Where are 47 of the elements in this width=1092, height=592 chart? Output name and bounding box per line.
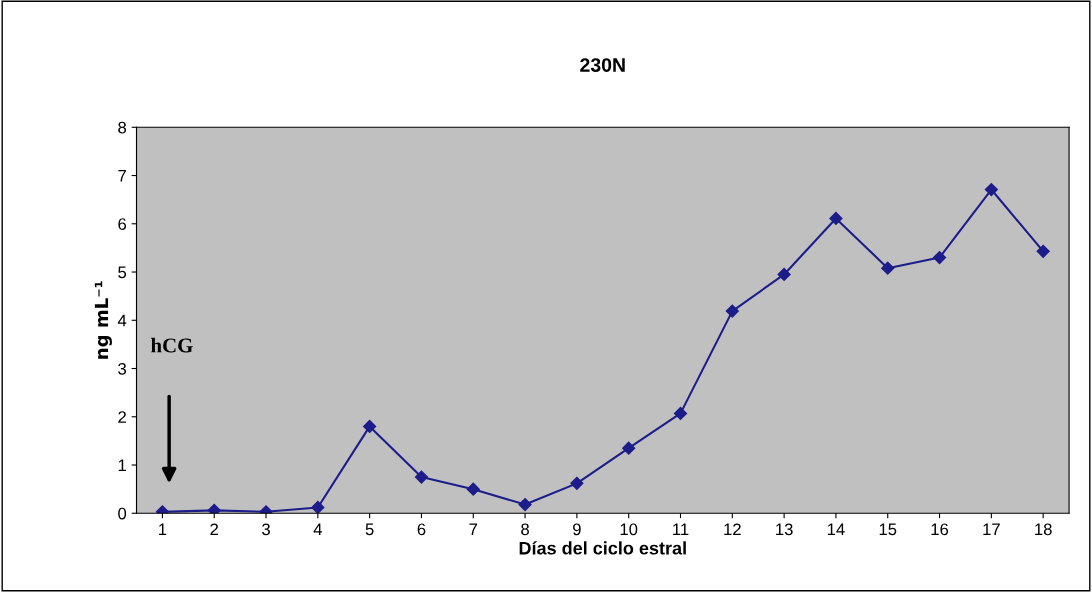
x-tick-label: 14 — [827, 523, 845, 536]
point — [518, 497, 532, 512]
y-tick-label: 8 — [118, 121, 127, 134]
y-tick-label: 0 — [118, 507, 127, 520]
x-tick-label: 16 — [931, 523, 949, 536]
x-tick-label: 11 — [673, 523, 689, 536]
point — [363, 419, 377, 434]
point — [932, 250, 947, 265]
point — [984, 182, 998, 197]
x-tick-label: 13 — [776, 523, 793, 536]
y-tick-label: 1 — [118, 459, 126, 472]
point — [777, 267, 791, 282]
x-tick-label: 17 — [983, 523, 1000, 536]
point — [207, 503, 221, 514]
point — [829, 211, 843, 226]
y-tick-label: 3 — [118, 362, 127, 375]
x-tick-label: 10 — [620, 523, 638, 536]
point — [466, 482, 480, 496]
x-tick-label: 18 — [1035, 523, 1052, 536]
point — [622, 441, 636, 455]
x-tick-label: 15 — [879, 523, 897, 536]
chart-title: 230N — [580, 58, 625, 72]
x-tick-label: 3 — [262, 523, 270, 536]
x-tick-label: 12 — [724, 523, 741, 536]
point — [725, 304, 739, 318]
point — [881, 261, 895, 275]
y-tick-label: 6 — [118, 218, 127, 230]
x-tick-label: 1 — [159, 523, 167, 536]
x-tick-label: 9 — [573, 523, 581, 536]
point — [570, 476, 584, 490]
y-tick-label: 4 — [117, 314, 127, 327]
x-tick-label: 7 — [469, 523, 478, 536]
point — [1036, 244, 1050, 258]
y-tick-label: 7 — [118, 170, 126, 182]
point — [311, 500, 325, 514]
y-axis-title: ng mL⁻¹ — [94, 281, 112, 359]
x-tick-label: 6 — [417, 523, 426, 536]
annotation: hCG — [151, 337, 193, 353]
x-tick-label: 8 — [521, 523, 529, 536]
y-tick-label: 2 — [118, 411, 126, 423]
point — [673, 406, 688, 420]
point — [414, 470, 429, 484]
x-tick-label: 2 — [210, 523, 219, 536]
x-tick-label: 4 — [313, 523, 322, 536]
x-tick-label: 5 — [365, 523, 374, 536]
x-axis-title: Días del ciclo estral — [519, 541, 686, 555]
y-tick-label: 5 — [118, 266, 127, 279]
